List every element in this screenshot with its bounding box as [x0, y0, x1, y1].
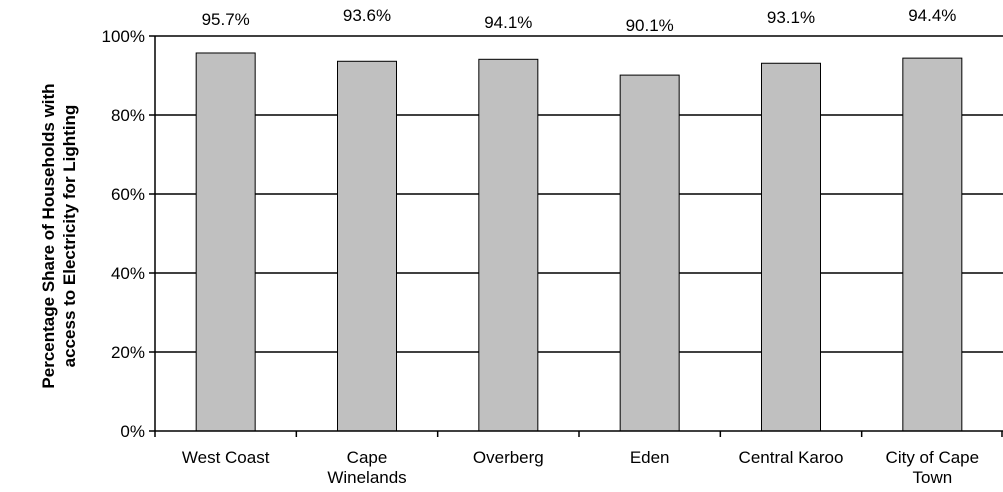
x-tick-label: Eden [630, 448, 670, 467]
y-tick-label: 20% [111, 343, 145, 362]
bar-2 [478, 58, 539, 432]
y-tick-label: 0% [120, 422, 145, 441]
y-axis-label: Percentage Share of Households with acces… [39, 83, 79, 388]
bar-1 [337, 60, 397, 432]
data-label: 90.1% [626, 16, 674, 35]
gridlines [155, 35, 1003, 353]
axes [149, 35, 1003, 437]
y-tick-label: 80% [111, 106, 145, 125]
x-tick-label: Cape Winelands [327, 448, 406, 487]
bar-3 [619, 74, 680, 432]
y-tick-label: 60% [111, 185, 145, 204]
bar-0 [195, 52, 256, 432]
data-label: 94.4% [908, 6, 956, 25]
y-tick-label: 40% [111, 264, 145, 283]
x-tick-label: West Coast [182, 448, 270, 467]
y-tick-labels: 0% 20% 40% 60% 80% 100% [102, 27, 145, 441]
data-label: 95.7% [202, 10, 250, 29]
x-tick-labels: West Coast Cape Winelands Overberg Eden Centr… [182, 448, 979, 487]
data-label: 94.1% [484, 13, 532, 32]
y-tick-label: 100% [102, 27, 145, 46]
bar-4 [761, 62, 821, 432]
x-tick-label: Central Karoo [739, 448, 844, 467]
bar-5 [902, 57, 963, 432]
data-label: 93.6% [343, 6, 391, 25]
x-tick-label: City of Cape Town [886, 448, 980, 487]
data-labels: 95.7% 93.6% 94.1% 90.1% 93.1% 94.4% [202, 6, 957, 35]
x-tick-label: Overberg [473, 448, 544, 467]
bars [195, 52, 963, 432]
data-label: 93.1% [767, 8, 815, 27]
